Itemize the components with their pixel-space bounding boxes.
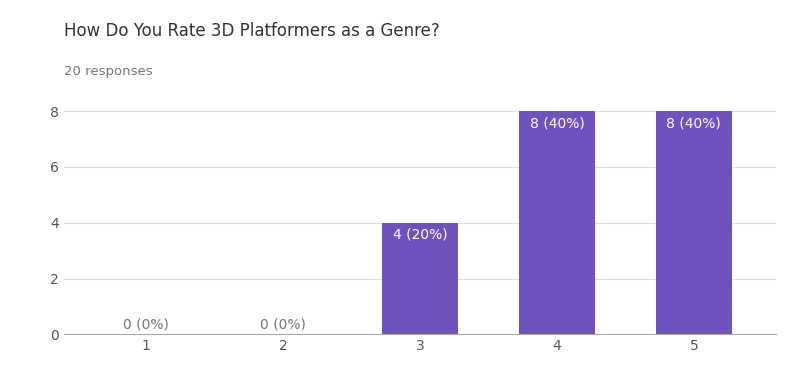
Bar [382, 223, 458, 334]
Text: 0 (0%): 0 (0%) [260, 317, 306, 331]
Text: How Do You Rate 3D Platformers as a Genre?: How Do You Rate 3D Platformers as a Genr… [64, 22, 440, 40]
Text: 4 (20%): 4 (20%) [393, 228, 447, 242]
Text: 0 (0%): 0 (0%) [123, 317, 169, 331]
Bar [656, 111, 731, 334]
Text: 8 (40%): 8 (40%) [530, 116, 584, 130]
Text: 20 responses: 20 responses [64, 65, 153, 78]
Bar [519, 111, 594, 334]
Text: 8 (40%): 8 (40%) [666, 116, 722, 130]
